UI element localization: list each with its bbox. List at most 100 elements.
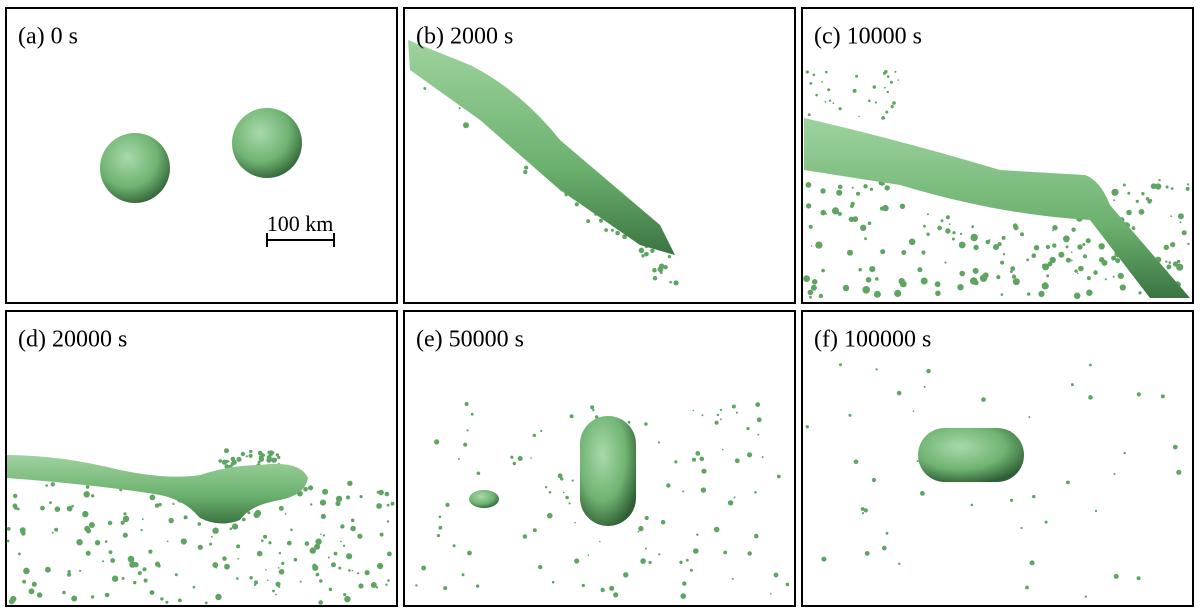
particle <box>1181 230 1187 236</box>
particle <box>1073 292 1081 300</box>
particle <box>13 493 18 499</box>
particle <box>327 556 330 559</box>
particle <box>83 491 90 498</box>
particle <box>1150 183 1157 190</box>
particle <box>310 503 313 506</box>
particle <box>463 442 468 447</box>
particle <box>613 592 619 598</box>
particle <box>127 555 135 563</box>
particle <box>637 530 640 533</box>
particle <box>1047 261 1053 267</box>
particle <box>565 495 569 500</box>
particle <box>1155 183 1162 190</box>
particle <box>713 526 720 533</box>
particle <box>720 418 722 421</box>
particle <box>278 505 284 511</box>
particle <box>121 577 125 580</box>
particle <box>154 503 160 508</box>
particle <box>997 242 1002 247</box>
particle <box>958 241 966 249</box>
particle <box>123 512 127 516</box>
particle <box>275 453 280 457</box>
particle <box>858 268 862 272</box>
particle <box>387 579 390 582</box>
particle <box>467 550 472 556</box>
particle <box>1112 275 1115 278</box>
particle <box>523 169 528 175</box>
particle <box>322 488 329 495</box>
particle <box>615 230 620 236</box>
particle <box>1186 183 1190 186</box>
particle <box>209 542 213 546</box>
particle <box>864 551 870 556</box>
particle <box>657 441 661 444</box>
particle <box>271 458 277 463</box>
particle <box>445 502 450 507</box>
particle <box>165 600 169 604</box>
particle <box>1099 257 1105 263</box>
particle <box>944 261 947 264</box>
particle <box>952 231 956 235</box>
particle <box>1176 469 1182 475</box>
particle <box>836 189 843 196</box>
particle <box>390 501 395 506</box>
particle <box>850 204 854 209</box>
particle <box>1077 272 1079 275</box>
particle <box>249 576 253 580</box>
particle <box>322 534 326 537</box>
particle <box>379 532 384 537</box>
particle <box>862 286 870 294</box>
particle <box>1011 274 1017 279</box>
particle <box>650 248 655 254</box>
particle <box>610 228 614 232</box>
particle <box>776 474 781 479</box>
particle <box>638 247 645 254</box>
particle <box>940 219 944 223</box>
particle <box>263 534 268 539</box>
particle <box>178 598 182 603</box>
particle <box>682 581 687 586</box>
particle <box>721 448 724 451</box>
particle <box>622 234 628 240</box>
particle <box>652 267 657 273</box>
particle <box>1038 290 1045 297</box>
particle <box>1070 251 1073 253</box>
particle <box>340 524 345 529</box>
particle <box>586 219 591 224</box>
particle <box>212 562 219 568</box>
particle <box>692 409 695 412</box>
particle <box>76 539 83 546</box>
particle <box>959 232 963 236</box>
particle <box>120 520 125 525</box>
particle <box>1052 225 1058 231</box>
particle <box>386 520 390 523</box>
particle <box>158 502 162 507</box>
particle <box>871 477 877 483</box>
particle <box>723 550 728 555</box>
particle <box>1141 192 1145 196</box>
particle <box>1119 284 1126 291</box>
particle <box>921 250 926 255</box>
particle <box>679 560 683 564</box>
particle <box>837 211 842 216</box>
particle <box>1065 257 1071 263</box>
particle <box>689 568 693 572</box>
particle <box>107 520 113 526</box>
particle <box>286 540 292 546</box>
panel-label: (b) 2000 s <box>416 24 513 50</box>
particle <box>648 560 652 565</box>
particle <box>1172 444 1178 450</box>
particle <box>1044 520 1048 524</box>
particle <box>1158 179 1161 182</box>
particle <box>1020 526 1023 530</box>
particle <box>315 538 322 545</box>
particle <box>1013 225 1019 231</box>
particle <box>860 224 867 231</box>
particle <box>658 553 661 556</box>
particle <box>45 566 51 573</box>
particle <box>319 499 327 506</box>
particle <box>716 413 720 417</box>
panel-label: (e) 50000 s <box>416 327 524 353</box>
particle <box>79 569 82 572</box>
particle <box>249 449 253 454</box>
